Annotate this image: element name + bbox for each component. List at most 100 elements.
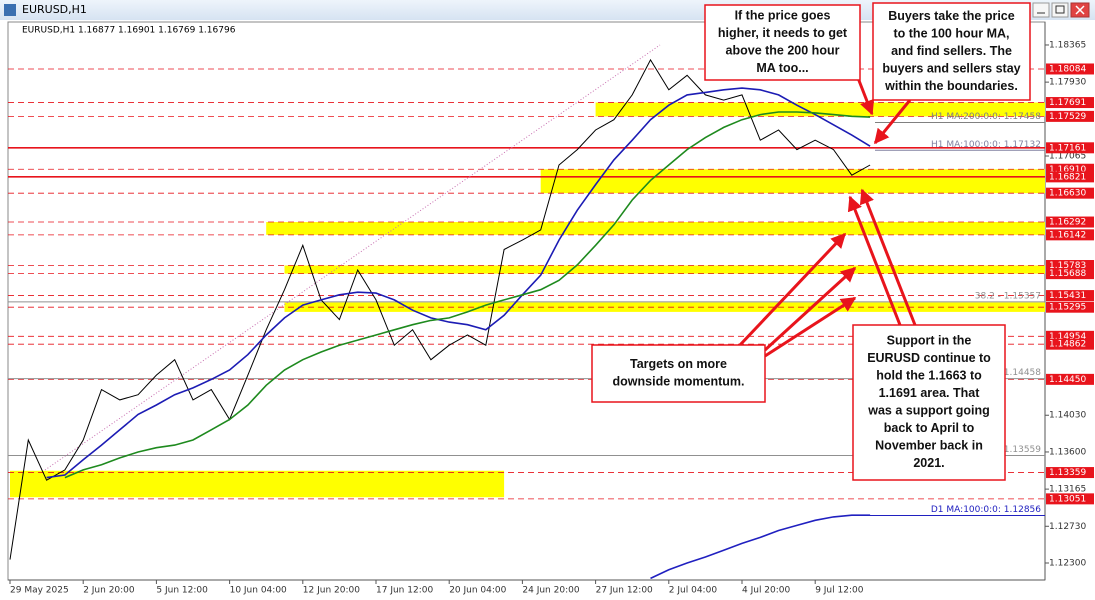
annotation-text: hold the 1.1663 to — [876, 369, 982, 383]
level-tag — [1046, 373, 1094, 385]
level-tag — [1046, 171, 1094, 183]
minimize-button[interactable] — [1032, 2, 1050, 18]
y-tick-label: 1.17930 — [1049, 78, 1086, 88]
annotation-text: above the 200 hour — [726, 44, 840, 58]
annotation-text: higher, it needs to get — [718, 26, 848, 40]
annotation-arrow — [873, 99, 912, 145]
support-zone — [284, 265, 1045, 274]
annotation-arrow — [859, 188, 917, 326]
y-tick-label: 1.13600 — [1049, 447, 1086, 457]
annotation-text: 2021. — [913, 456, 944, 470]
annotation-box — [704, 4, 861, 81]
annotation-text: to the 100 hour MA, — [894, 26, 1010, 40]
annotation-text: Support in the — [887, 334, 972, 348]
maximize-icon — [1055, 5, 1065, 14]
annotation-arrow — [856, 77, 875, 116]
annotation-text: back to April to — [884, 421, 975, 435]
level-tag — [1046, 493, 1094, 505]
x-tick-label: 27 Jun 12:00 — [596, 586, 653, 596]
indicator-label: H1 MA:100:0:0: 1.17132 — [931, 140, 1041, 150]
x-tick-label: 20 Jun 04:00 — [449, 586, 506, 596]
annotation-arrow — [763, 266, 857, 352]
indicator-label: D1 MA:100:0:0: 1.12856 — [931, 505, 1041, 515]
level-tag — [1046, 97, 1094, 109]
annotation-text: EURUSD continue to — [867, 351, 991, 365]
level-label: 1.16630 — [1049, 189, 1086, 199]
level-label: 1.15431 — [1049, 291, 1086, 301]
y-tick-label: 1.14030 — [1049, 411, 1086, 421]
annotation-box — [852, 324, 1006, 481]
level-tag — [1046, 330, 1094, 342]
level-label: 1.16142 — [1049, 230, 1086, 240]
x-tick-label: 17 Jun 12:00 — [376, 586, 433, 596]
level-tag — [1046, 338, 1094, 350]
level-label: 1.13051 — [1049, 494, 1086, 504]
annotation-box — [591, 344, 766, 403]
y-tick-label: 1.18365 — [1049, 40, 1086, 50]
level-label: 1.14954 — [1049, 332, 1086, 342]
moving-average — [46, 87, 871, 479]
price-line — [9, 58, 871, 560]
level-tag — [1046, 110, 1094, 122]
level-label: 1.15295 — [1049, 303, 1086, 313]
level-label: 1.17161 — [1049, 143, 1086, 153]
support-zone — [284, 302, 1045, 312]
annotation-text: 1.1691 area. That — [879, 386, 981, 400]
x-tick-label: 2 Jul 04:00 — [669, 586, 718, 596]
level-tag — [1046, 290, 1094, 302]
annotation-arrow — [847, 195, 902, 326]
level-tag — [1046, 187, 1094, 199]
annotation-text: November back in — [875, 439, 983, 453]
annotation-arrow — [764, 296, 857, 358]
x-tick-label: 4 Jul 20:00 — [742, 586, 791, 596]
y-tick-label: 1.17065 — [1049, 152, 1086, 162]
level-label: 1.13359 — [1049, 468, 1086, 478]
annotation-text: buyers and sellers stay — [882, 61, 1020, 75]
annotation-text: Targets on more — [630, 357, 727, 371]
level-label: 1.18084 — [1049, 64, 1086, 74]
maximize-button[interactable] — [1051, 2, 1069, 18]
moving-average — [650, 514, 871, 580]
annotation-text: downside momentum. — [613, 375, 745, 389]
x-tick-label: 9 Jul 12:00 — [815, 586, 864, 596]
window-title: EURUSD,H1 — [22, 3, 87, 16]
x-tick-label: 10 Jun 04:00 — [230, 586, 287, 596]
support-zone — [10, 470, 505, 498]
annotation-text: within the boundaries. — [884, 79, 1018, 93]
level-label: 1.17691 — [1049, 98, 1086, 108]
x-tick-label: 5 Jun 12:00 — [156, 586, 208, 596]
indicator-label: 8 - 1.13559 — [989, 445, 1041, 455]
x-tick-label: 29 May 2025 — [10, 586, 69, 596]
level-label: 1.16821 — [1049, 172, 1086, 182]
level-label: 1.14450 — [1049, 375, 1086, 385]
level-tag — [1046, 163, 1094, 175]
support-zone — [266, 222, 1045, 235]
annotation-text: Buyers take the price — [888, 9, 1014, 23]
annotation-arrow — [738, 232, 847, 347]
x-tick-label: 2 Jun 20:00 — [83, 586, 135, 596]
level-tag — [1046, 229, 1094, 241]
y-tick-label: 1.12300 — [1049, 559, 1086, 569]
annotation-text: MA too... — [756, 61, 808, 75]
indicator-label: .0 - 1.14458 — [986, 368, 1041, 378]
y-tick-label: 1.13165 — [1049, 485, 1086, 495]
level-tag — [1046, 301, 1094, 313]
y-tick-label: 1.12730 — [1049, 522, 1086, 532]
level-label: 1.16910 — [1049, 165, 1086, 175]
support-zone — [595, 102, 1045, 117]
level-label: 1.16292 — [1049, 218, 1086, 228]
level-tag — [1046, 216, 1094, 228]
x-tick-label: 24 Jun 20:00 — [522, 586, 579, 596]
support-zone — [540, 169, 1045, 194]
level-tag — [1046, 268, 1094, 280]
annotation-text: If the price goes — [735, 9, 831, 23]
annotation-text: was a support going — [867, 404, 990, 418]
chart-info: EURUSD,H1 1.16877 1.16901 1.16769 1.1679… — [22, 26, 236, 36]
close-icon — [1075, 5, 1085, 15]
annotation-box — [872, 2, 1031, 101]
indicator-label: H1 MA:200:0:0: 1.17458 — [931, 112, 1041, 122]
window-icon — [4, 4, 16, 16]
level-label: 1.14862 — [1049, 340, 1086, 350]
